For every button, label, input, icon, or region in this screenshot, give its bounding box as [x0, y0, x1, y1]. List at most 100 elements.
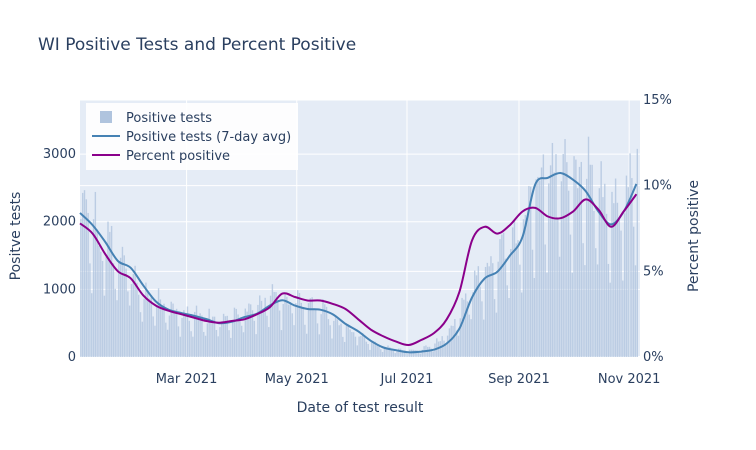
bar — [405, 352, 407, 357]
bar — [389, 347, 391, 357]
bar — [107, 221, 109, 357]
bar — [625, 175, 628, 357]
bar — [464, 293, 467, 357]
bar — [94, 191, 97, 357]
bar — [385, 347, 387, 357]
bar — [636, 148, 638, 357]
legend-label-pct[interactable]: Percent positive — [126, 149, 230, 164]
y-left-tick-label: 0 — [68, 350, 76, 365]
bar — [177, 326, 180, 357]
bar — [255, 334, 257, 357]
y-left-tick-label: 3000 — [43, 147, 76, 162]
bar — [474, 270, 476, 357]
bar — [551, 142, 554, 357]
legend-label-positive-tests[interactable]: Positive tests — [126, 111, 212, 126]
bar — [298, 292, 301, 357]
bar — [85, 199, 88, 357]
bar — [430, 348, 433, 357]
bar — [378, 346, 380, 357]
bar — [632, 226, 635, 357]
bar — [101, 260, 104, 357]
bar — [286, 296, 288, 357]
bar — [333, 320, 335, 357]
legend-box — [86, 103, 298, 170]
bar — [374, 341, 377, 357]
bar — [278, 310, 281, 357]
bar — [233, 307, 236, 357]
bar — [212, 316, 214, 357]
bar — [253, 320, 256, 357]
bar — [266, 315, 268, 357]
bar — [302, 307, 304, 357]
bar — [91, 293, 93, 357]
bar — [416, 350, 418, 357]
bar — [360, 335, 362, 357]
bar — [264, 297, 266, 357]
bar — [463, 299, 465, 357]
bar — [593, 210, 595, 357]
bar — [121, 246, 124, 357]
bar — [418, 352, 420, 357]
bar — [282, 303, 284, 357]
bar — [181, 317, 183, 357]
bar — [157, 288, 160, 357]
bar — [237, 314, 239, 357]
bar — [634, 265, 637, 357]
bar — [450, 325, 452, 357]
bar — [138, 294, 140, 357]
bar — [342, 336, 344, 357]
bar — [83, 190, 86, 357]
bar — [192, 336, 194, 357]
bar — [352, 332, 355, 357]
bar — [358, 336, 360, 357]
bar — [475, 275, 478, 357]
bar — [208, 308, 210, 357]
legend-swatch-bars[interactable] — [100, 111, 112, 123]
bar — [287, 304, 290, 357]
bar — [530, 186, 532, 357]
bar — [163, 303, 165, 357]
bar — [340, 323, 342, 357]
bar — [504, 258, 507, 357]
bar — [165, 322, 167, 357]
bar — [445, 345, 447, 357]
bar — [322, 299, 324, 357]
bar — [427, 346, 429, 357]
bar — [336, 319, 339, 357]
bar — [183, 310, 185, 357]
bar — [334, 315, 337, 357]
bar — [486, 262, 489, 357]
bar — [354, 336, 357, 357]
bar — [284, 293, 286, 357]
bar — [457, 335, 460, 357]
bar — [125, 268, 127, 357]
x-axis-label: Date of test result — [297, 400, 424, 416]
bar — [488, 266, 490, 357]
bar — [161, 305, 163, 357]
bar — [289, 302, 292, 357]
bar — [320, 314, 322, 357]
bar — [347, 324, 349, 357]
bar — [571, 272, 573, 357]
bar — [483, 319, 485, 357]
bar — [204, 335, 207, 357]
bar — [428, 346, 431, 357]
bar — [598, 188, 601, 357]
bar — [542, 154, 545, 357]
legend[interactable]: Positive tests Positive tests (7-day avg… — [86, 103, 298, 170]
bar — [148, 298, 151, 357]
bar — [446, 335, 449, 357]
bar — [452, 325, 454, 357]
bar — [363, 335, 366, 357]
bar — [477, 266, 480, 357]
bar — [179, 336, 181, 357]
bar — [443, 340, 445, 357]
bar — [472, 292, 474, 357]
bar — [492, 263, 494, 357]
bar — [403, 350, 405, 357]
bar — [184, 314, 187, 357]
bar — [367, 344, 369, 357]
bar — [130, 284, 133, 357]
legend-label-avg[interactable]: Positive tests (7-day avg) — [126, 130, 291, 145]
